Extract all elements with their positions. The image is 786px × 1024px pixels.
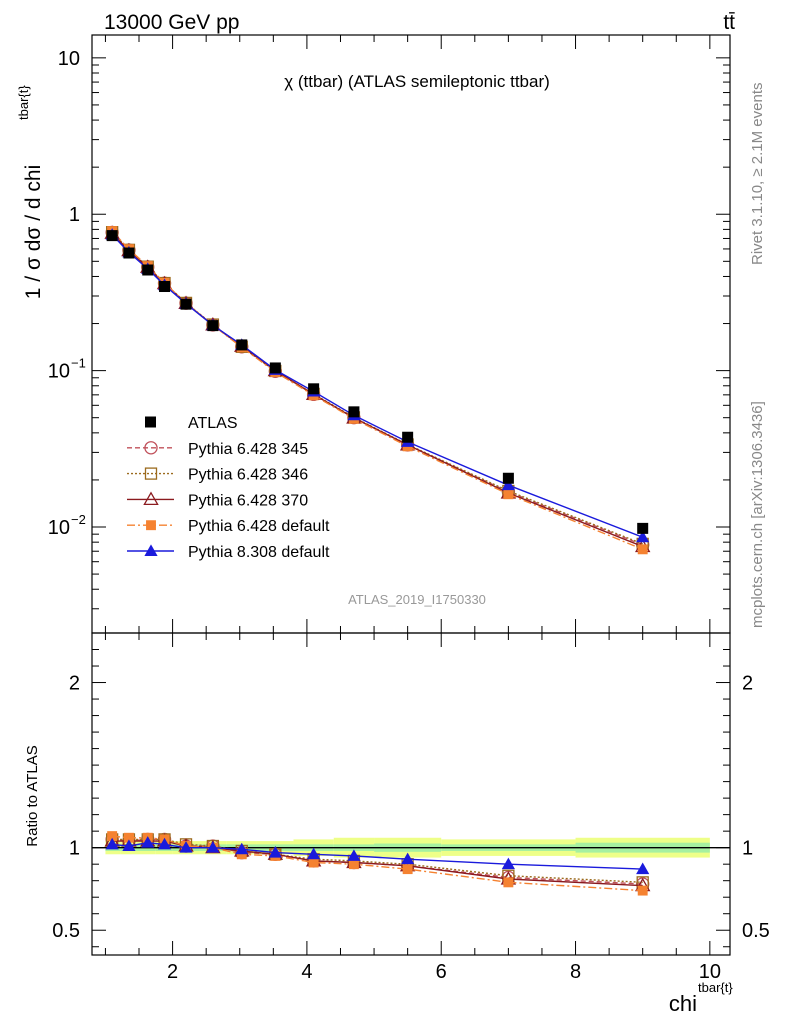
rivet-label: Rivet 3.1.10, ≥ 2.1M events — [749, 83, 766, 266]
point-marker — [347, 849, 361, 861]
analysis-id: ATLAS_2019_I1750330 — [348, 592, 486, 607]
y-tick-label-exp: −1 — [71, 356, 86, 371]
data-point — [142, 264, 154, 276]
legend-label: ATLAS — [188, 415, 238, 432]
legend-entry: Pythia 6.428 346 — [127, 467, 308, 484]
point-marker — [144, 441, 158, 455]
point-marker — [636, 530, 650, 543]
point-marker — [348, 859, 359, 870]
data-point — [269, 362, 281, 374]
point-marker — [144, 544, 158, 556]
y-tick-label: 1 — [69, 204, 80, 226]
point-marker — [144, 467, 158, 480]
y-tick-label: 10 −1 — [48, 356, 86, 383]
data-point — [502, 472, 514, 484]
legend-label: Pythia 6.428 345 — [188, 441, 308, 458]
y-tick-label-base: 10 — [48, 517, 70, 539]
ratio-y-tick-label: 1 — [69, 838, 80, 860]
y-tick-label: 10 −2 — [48, 512, 86, 539]
data-point — [402, 431, 414, 443]
y-axis-label-sup: tbar{t} — [16, 85, 31, 120]
x-axis-label-sup: tbar{t} — [698, 980, 733, 995]
y-tick-label-base: 10 — [48, 361, 70, 383]
y-tick-label-base: 10 — [58, 48, 80, 70]
x-axis-label: chi — [669, 991, 697, 1016]
point-marker — [107, 831, 118, 842]
point-marker — [146, 520, 156, 531]
ratio-y-tick-label-right: 0.5 — [742, 920, 770, 942]
x-tick-label: 10 — [699, 961, 721, 983]
legend-entry: Pythia 8.308 default — [127, 544, 330, 561]
ratio-y-tick-label: 2 — [69, 673, 80, 695]
point-marker — [122, 839, 136, 851]
y-axis-label-text: 1 / σ dσ / d chi — [22, 165, 45, 299]
point-marker — [307, 847, 321, 860]
data-point — [106, 230, 118, 242]
point-marker — [401, 852, 415, 865]
data-point — [308, 383, 320, 395]
point-marker — [157, 837, 172, 850]
point-marker — [105, 837, 119, 850]
legend-label: Pythia 6.428 346 — [188, 467, 308, 484]
plot-title: χ (ttbar) (ATLAS semileptonic ttbar) — [284, 72, 550, 91]
point-marker — [501, 478, 515, 491]
y-tick-label: 10 — [58, 48, 80, 70]
legend-entry: Pythia 6.428 370 — [127, 491, 308, 509]
point-marker — [236, 849, 247, 860]
point-marker — [179, 841, 193, 853]
legend-entry: Pythia 6.428 default — [127, 518, 330, 535]
point-marker — [268, 846, 282, 858]
point-marker — [637, 544, 648, 555]
data-point — [637, 522, 649, 534]
process-label: tt̄ — [723, 11, 735, 34]
point-marker — [402, 864, 413, 875]
data-point — [348, 406, 360, 418]
ratio-y-tick-label-right: 1 — [742, 838, 753, 860]
legend-label: Pythia 6.428 370 — [188, 492, 308, 509]
x-tick-label: 4 — [301, 961, 312, 983]
legend-label: Pythia 6.428 default — [188, 518, 330, 535]
y-tick-label-exp: −2 — [71, 512, 86, 527]
point-marker — [206, 841, 220, 853]
data-point — [207, 320, 219, 332]
x-tick-label: 2 — [167, 961, 178, 983]
data-point — [180, 298, 192, 310]
point-marker — [123, 832, 134, 843]
ratio-y-tick-label: 0.5 — [52, 920, 80, 942]
point-marker — [636, 862, 650, 875]
legend-entry: ATLAS — [145, 415, 238, 432]
energy-label: 13000 GeV pp — [104, 11, 239, 34]
data-point — [123, 247, 135, 259]
ratio-y-tick-label-right: 2 — [742, 673, 753, 695]
y-axis-label: 1 / σ dσ / d chi tbar{t} — [16, 85, 45, 300]
point-marker — [235, 842, 249, 855]
point-marker — [503, 877, 514, 888]
point-marker — [308, 857, 319, 868]
x-tick-label: 6 — [436, 961, 447, 983]
data-point — [236, 339, 248, 351]
mcplots-label: mcplots.cern.ch [arXiv:1306.3436] — [749, 401, 766, 628]
ratio-y-axis-label: Ratio to ATLAS — [24, 745, 41, 846]
point-marker — [503, 489, 514, 500]
point-marker — [501, 857, 515, 870]
point-marker — [143, 491, 159, 505]
legend-entry: Pythia 6.428 345 — [127, 441, 308, 458]
ratio-panel: 0.5 0.5 1 1 2 2 2 4 6 8 10 — [52, 632, 770, 983]
data-point — [159, 281, 171, 293]
legend-marker — [145, 416, 156, 428]
point-marker — [637, 885, 648, 896]
point-marker — [141, 836, 155, 848]
y-tick-label-base: 1 — [69, 204, 80, 226]
legend-label: Pythia 8.308 default — [188, 544, 330, 561]
legend: ATLAS Pythia 6.428 345 Pythia 6.428 346 Pyt… — [127, 415, 330, 561]
ratio-frame — [91, 632, 731, 956]
x-tick-label: 8 — [570, 961, 581, 983]
